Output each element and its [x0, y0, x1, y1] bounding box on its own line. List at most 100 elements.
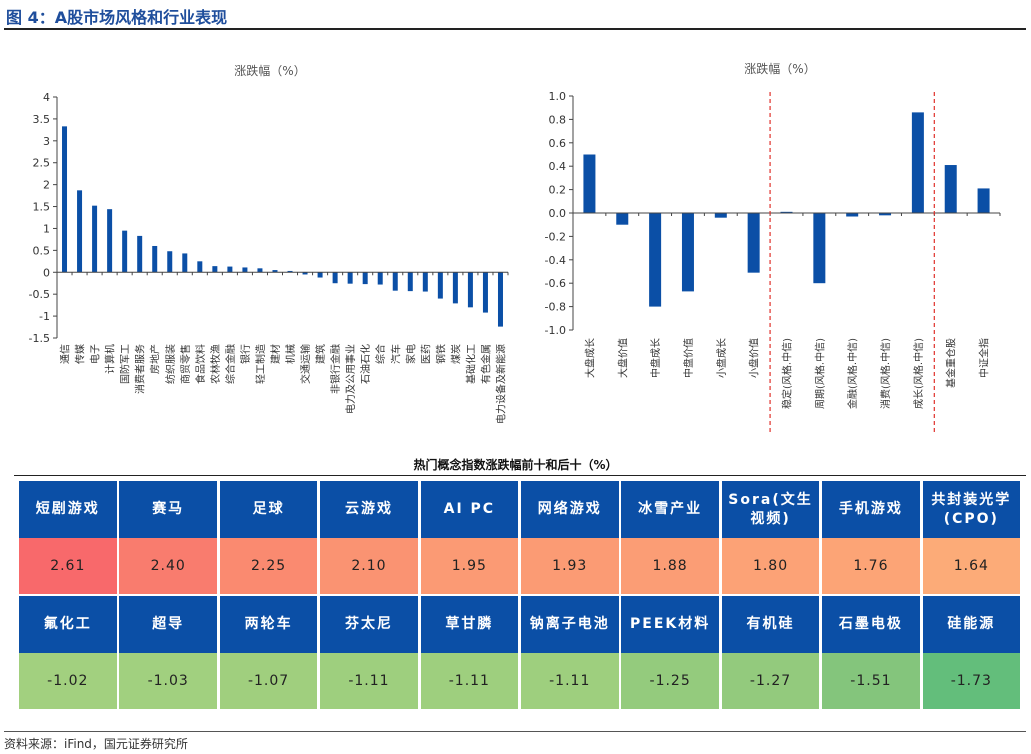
- y-tick-label: -1.0: [545, 324, 566, 337]
- figure-title: 图 4：A股市场风格和行业表现: [6, 8, 228, 27]
- concept-value-cell: -1.02: [19, 653, 117, 709]
- y-tick-label: 2: [43, 179, 50, 192]
- x-tick-label: 银行: [239, 344, 252, 364]
- concept-name-cell: 硅能源: [922, 596, 1021, 653]
- bar: [152, 245, 158, 273]
- x-tick-label: 国防军工: [119, 344, 132, 384]
- concept-value-cell: 2.10: [320, 538, 418, 594]
- x-tick-label: 电力设备及新能源: [494, 344, 507, 424]
- x-tick-label: 机械: [284, 344, 297, 364]
- x-tick-label: 轻工制造: [254, 344, 267, 384]
- concept-name-cell: 有机硅: [721, 596, 820, 653]
- concept-value-cell: -1.11: [520, 653, 619, 709]
- concept-value-cell: 1.80: [721, 538, 820, 594]
- source-note: 资料来源：iFind，国元证券研究所: [4, 737, 188, 751]
- x-tick-label: 建筑: [314, 344, 327, 364]
- x-tick-label: 农林牧渔: [209, 344, 222, 384]
- concept-name-cell: 赛马: [119, 481, 217, 538]
- concept-value-cell: 1.88: [621, 538, 719, 594]
- bar: [482, 272, 488, 313]
- bar: [437, 272, 443, 299]
- bar: [392, 272, 398, 291]
- bar: [616, 213, 629, 225]
- bar: [122, 230, 128, 273]
- bar: [287, 270, 293, 273]
- y-tick-label: 0.4: [549, 160, 567, 173]
- x-tick-label: 小盘成长: [715, 338, 728, 378]
- bar: [377, 272, 383, 285]
- concept-name-cell: 冰雪产业: [621, 481, 719, 538]
- x-tick-label: 基金重仓股: [945, 338, 958, 388]
- x-tick-label: 大盘价值: [616, 338, 629, 378]
- x-tick-label: 中证全指: [978, 338, 991, 378]
- bar: [182, 253, 188, 273]
- x-tick-label: 消费(风格.中信): [879, 338, 892, 409]
- bar: [813, 213, 826, 284]
- concept-value-cell: 1.93: [520, 538, 619, 594]
- bar: [649, 213, 662, 307]
- x-tick-label: 综合金融: [224, 344, 237, 384]
- concept-value-cell: -1.27: [721, 653, 820, 709]
- y-tick-label: 1.5: [33, 201, 51, 214]
- table-title: 热门概念指数涨跌幅前十和后十（%）: [413, 458, 618, 472]
- concept-name-cell: 云游戏: [320, 481, 418, 538]
- concept-value-cell: -1.73: [922, 653, 1021, 709]
- y-tick-label: -1.5: [29, 332, 50, 345]
- industry-bar-chart: 涨跌幅（%） 4 3.5 3 2.5 2 1.5 1 0.5 0 -0.5 -1 -1.5 通信 传媒 电子计…: [29, 63, 509, 424]
- concept-name-cell: 超导: [119, 596, 217, 653]
- bar: [77, 190, 83, 273]
- x-tick-label: 煤炭: [449, 344, 462, 364]
- x-tick-label: 非银行金融: [329, 344, 342, 394]
- y-tick-label: 0.5: [33, 244, 51, 257]
- bar: [62, 126, 68, 273]
- x-tick-label: 周期(风格.中信): [813, 338, 826, 409]
- bar: [467, 272, 473, 308]
- concept-value-cell: 1.64: [922, 538, 1021, 594]
- concept-name-cell: 草甘膦: [420, 596, 519, 653]
- x-tick-label: 石油石化: [359, 344, 372, 384]
- y-tick-label: -0.2: [545, 230, 566, 243]
- chart-title: 涨跌幅（%）: [234, 63, 305, 78]
- bar: [407, 272, 413, 292]
- bar: [681, 213, 694, 292]
- x-tick-label: 房地产: [149, 344, 162, 374]
- bar: [846, 213, 859, 217]
- x-tick-label: 钢铁: [434, 344, 447, 364]
- concept-name-cell: 手机游戏: [822, 481, 920, 538]
- x-tick-label: 电力及公用事业: [344, 344, 357, 414]
- bar: [747, 213, 760, 273]
- x-tick-label: 综合: [374, 344, 387, 364]
- x-tick-label: 家电: [404, 344, 417, 364]
- concept-name-cell: 芬太尼: [320, 596, 418, 653]
- bar: [879, 213, 892, 216]
- concept-value-cell: 2.25: [219, 538, 318, 594]
- bar: [362, 272, 368, 285]
- bar: [137, 235, 143, 273]
- bar: [977, 188, 990, 213]
- bottom-names-row: 氟化工 超导 两轮车 芬太尼 草甘膦 钠离子电池 PEEK材料 有机硅 石墨电极 硅能源: [19, 596, 1023, 653]
- concept-name-cell: 共封装光学(CPO): [922, 481, 1021, 538]
- x-tick-label: 汽车: [389, 344, 402, 364]
- concept-value-cell: 1.76: [822, 538, 920, 594]
- concept-value-cell: -1.51: [822, 653, 920, 709]
- x-tick-label: 商贸零售: [179, 344, 192, 384]
- x-tick-label: 电子: [89, 344, 102, 364]
- concept-value-cell: -1.03: [119, 653, 217, 709]
- concept-name-cell: 钠离子电池: [520, 596, 619, 653]
- top-values-row: 2.61 2.40 2.25 2.10 1.95 1.93 1.88 1.80 1.76 1.64: [19, 538, 1023, 594]
- x-tick-label: 建材: [269, 344, 282, 364]
- x-tick-label: 中盘成长: [649, 338, 662, 378]
- x-tick-label: 基础化工: [464, 344, 477, 384]
- concept-name-cell: Sora(文生视频): [721, 481, 820, 538]
- style-bar-chart: 涨跌幅（%） 1.0 0.8 0.6 0.4 0.2 0.0 -0.2 -0.4 -0.6 -0.8…: [545, 61, 1001, 432]
- y-tick-label: 1.0: [549, 90, 567, 103]
- table-title-rule: [14, 475, 1026, 476]
- source-rule: [4, 731, 1026, 732]
- concept-name-cell: 网络游戏: [520, 481, 619, 538]
- x-tick-label: 金融(风格.中信): [846, 338, 859, 409]
- y-tick-label: 1: [43, 222, 50, 235]
- y-tick-label: 0.6: [549, 137, 567, 150]
- x-tick-label: 通信: [60, 344, 72, 364]
- y-tick-label: 3.5: [33, 113, 51, 126]
- y-tick-label: -0.5: [29, 288, 50, 301]
